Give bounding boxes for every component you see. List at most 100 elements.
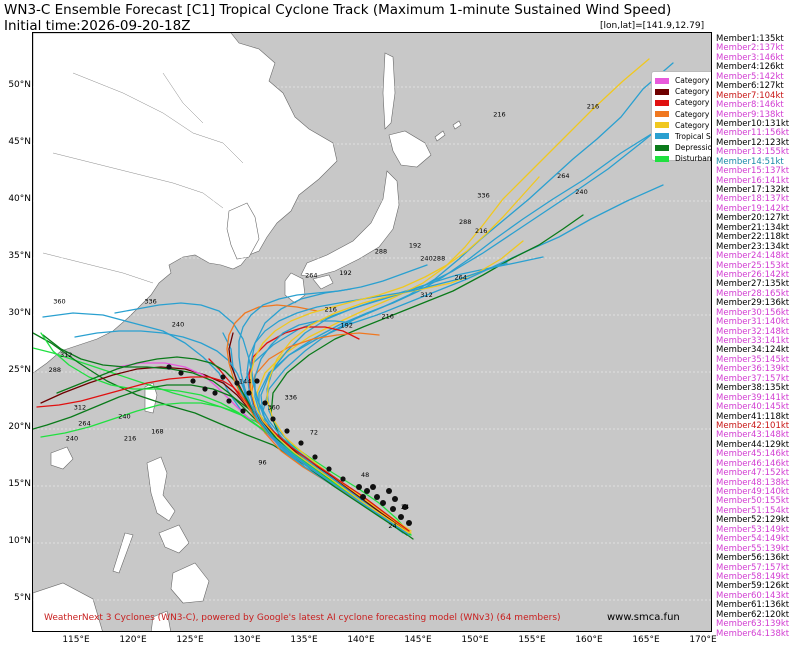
track-hour-label: 264 (305, 271, 317, 279)
member-entry: Member28:165kt (716, 288, 790, 299)
member-entry: Member16:141kt (716, 175, 790, 186)
track-hour-label: 264 (78, 420, 90, 428)
track-member (238, 264, 428, 534)
legend-label: Category 3 (675, 98, 711, 108)
track-member (56, 356, 408, 536)
map-panel[interactable]: 216 216 264 240 336 288 216 264 192 288 240 288 264 1… (32, 32, 712, 632)
borneo (33, 582, 103, 631)
member-entry: Member11:156kt (716, 128, 790, 139)
lon-label: 155°E (518, 635, 546, 645)
member-entry: Member51:154kt (716, 505, 790, 516)
tracks (33, 58, 684, 540)
member-entry: Member18:137kt (716, 194, 790, 205)
member-entry: Member43:148kt (716, 430, 790, 441)
member-entry: Member62:120kt (716, 609, 790, 620)
track-hour-label: 240 (66, 434, 78, 442)
member-entry: Member2:137kt (716, 43, 784, 54)
track-hour-label: 192 (339, 269, 351, 277)
track-hour-label: 336 (285, 393, 297, 401)
honshu (300, 170, 400, 278)
member-entry: Member50:155kt (716, 496, 790, 507)
lonlat-readout: [lon,lat]=[141.9,12.79] (600, 21, 705, 31)
member-entry: Member46:146kt (716, 458, 790, 469)
legend-item: Tropical Storm (655, 131, 711, 142)
member-entry: Member59:126kt (716, 581, 790, 592)
member-entry: Member6:127kt (716, 81, 784, 92)
member-entry: Member1:135kt (716, 34, 784, 44)
legend-label: Category 4 (675, 87, 711, 97)
track-hour-label: 240 (420, 254, 432, 262)
palawan (112, 532, 134, 574)
track-member (250, 176, 540, 534)
member-entry: Member44:129kt (716, 439, 790, 450)
member-entry: Member39:141kt (716, 392, 790, 403)
legend-label: Depression (675, 143, 712, 153)
member-entry: Member58:149kt (716, 571, 790, 582)
legend-item: Category 2 (655, 109, 711, 120)
member-entry: Member4:126kt (716, 62, 784, 73)
member-entry: Member42:101kt (716, 420, 790, 431)
member-entry: Member54:149kt (716, 534, 790, 545)
track-hour-label: 216 (124, 434, 136, 442)
legend-item: Category 3 (655, 97, 711, 108)
member-entry: Member40:145kt (716, 402, 790, 413)
korea (226, 202, 260, 260)
member-entry: Member29:136kt (716, 298, 790, 309)
lat-label: 40°N (8, 194, 31, 204)
chart-title: WN3-C Ensemble Forecast [C1] Tropical Cy… (4, 2, 672, 18)
lat-label: 50°N (8, 80, 31, 90)
track-hour-label: 96 (258, 458, 266, 466)
track-member (260, 184, 664, 534)
taiwan (144, 382, 158, 414)
lon-label: 125°E (176, 635, 204, 645)
legend-label: Category 5 (675, 76, 711, 85)
legend: Category 5 Category 4Category 3Category 2… (651, 71, 712, 164)
member-entry: Member27:135kt (716, 279, 790, 290)
legend-item: Disturbance (655, 153, 712, 164)
member-entry: Member37:157kt (716, 373, 790, 384)
lat-label: 25°N (8, 365, 31, 375)
legend-swatch (655, 155, 669, 162)
track-hour-label: 336 (477, 192, 489, 200)
mainland-asia (33, 33, 338, 374)
legend-label: Category 2 (675, 109, 711, 119)
lat-label: 45°N (8, 137, 31, 147)
member-entry: Member30:156kt (716, 307, 790, 318)
member-entry: Member52:129kt (716, 515, 790, 526)
lat-label: 20°N (8, 422, 31, 432)
track-hour-label: 24 (401, 503, 409, 511)
track-hour-label: 264 (455, 274, 467, 282)
lon-label: 145°E (404, 635, 432, 645)
member-entry: Member26:142kt (716, 269, 790, 280)
legend-swatch (655, 111, 669, 118)
track-hour-label: 312 (420, 291, 432, 299)
member-entry: Member12:123kt (716, 137, 790, 148)
legend-item: Category 1 (655, 120, 711, 131)
legend-item: Category 4 (655, 86, 711, 97)
site-credit: www.smca.fun (607, 612, 680, 623)
hainan (50, 446, 74, 470)
gridlines (33, 86, 711, 601)
sulawesi (150, 610, 171, 631)
lat-label: 5°N (14, 593, 31, 603)
track-member (266, 256, 544, 534)
genesis-cluster (166, 364, 412, 526)
member-entry: Member13:155kt (716, 147, 790, 158)
track-hour-label: 288 (459, 218, 471, 226)
member-entry: Member61:136kt (716, 600, 790, 611)
legend-label: Disturbance (675, 154, 712, 164)
track-member (42, 334, 408, 534)
legend-swatch (655, 122, 669, 129)
member-entry: Member49:140kt (716, 487, 790, 497)
member-entry: Member55:139kt (716, 543, 790, 554)
track-hour-label: 288 (49, 366, 61, 374)
track-hour-label: 312 (74, 404, 86, 412)
lon-label: 140°E (347, 635, 375, 645)
lon-label: 150°E (461, 635, 489, 645)
credit-text: WeatherNext 3 Cyclones (WN3-C), powered … (44, 613, 561, 623)
track-hour-label: 240 (575, 188, 587, 196)
member-entry: Member22:118kt (716, 232, 790, 243)
legend-item: Depression (655, 142, 712, 153)
